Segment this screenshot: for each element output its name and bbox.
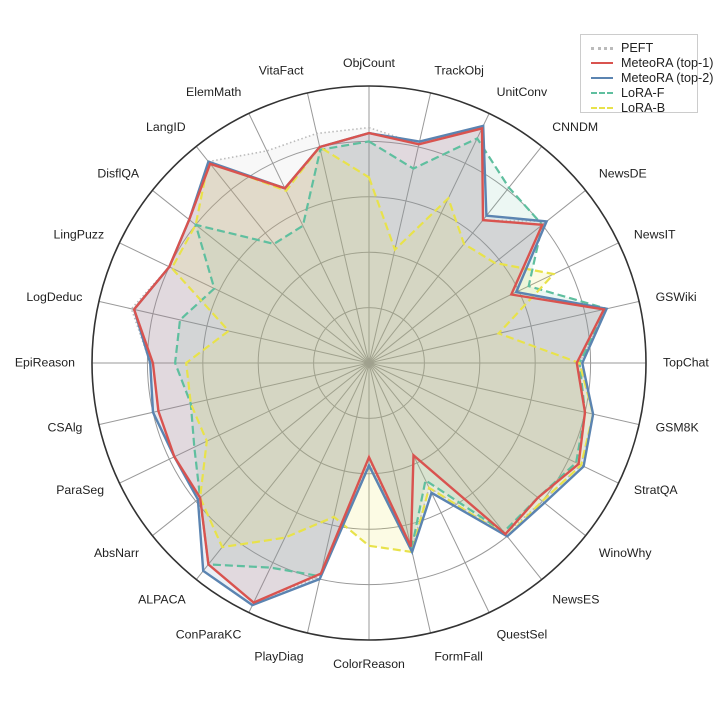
svg-text:WinoWhy: WinoWhy xyxy=(599,546,652,560)
svg-text:FormFall: FormFall xyxy=(434,649,483,663)
svg-text:ParaSeg: ParaSeg xyxy=(56,483,104,497)
svg-text:PlayDiag: PlayDiag xyxy=(254,649,303,663)
svg-text:TrackObj: TrackObj xyxy=(434,63,483,77)
svg-text:ConParaKC: ConParaKC xyxy=(176,628,242,642)
svg-text:NewsES: NewsES xyxy=(552,593,599,607)
svg-text:VitaFact: VitaFact xyxy=(259,63,304,77)
svg-text:ColorReason: ColorReason xyxy=(333,657,405,671)
svg-text:CSAlg: CSAlg xyxy=(48,421,83,435)
svg-text:AbsNarr: AbsNarr xyxy=(94,546,139,560)
svg-text:GSWiki: GSWiki xyxy=(656,290,697,304)
svg-text:LingPuzz: LingPuzz xyxy=(54,228,105,242)
svg-text:QuestSel: QuestSel xyxy=(497,628,548,642)
svg-text:ElemMath: ElemMath xyxy=(186,85,242,99)
svg-text:TopChat: TopChat xyxy=(663,355,709,369)
svg-text:ObjCount: ObjCount xyxy=(343,56,396,70)
svg-text:NewsDE: NewsDE xyxy=(599,167,647,181)
svg-text:StratQA: StratQA xyxy=(634,483,679,497)
svg-text:LangID: LangID xyxy=(146,120,186,134)
svg-text:DisflQA: DisflQA xyxy=(97,167,139,181)
svg-text:LogDeduc: LogDeduc xyxy=(26,290,82,304)
svg-text:CNNDM: CNNDM xyxy=(552,120,598,134)
svg-text:UnitConv: UnitConv xyxy=(497,85,548,99)
svg-text:GSM8K: GSM8K xyxy=(656,421,700,435)
svg-text:NewsIT: NewsIT xyxy=(634,228,676,242)
svg-text:EpiReason: EpiReason xyxy=(15,355,75,369)
svg-text:ALPACA: ALPACA xyxy=(138,593,186,607)
